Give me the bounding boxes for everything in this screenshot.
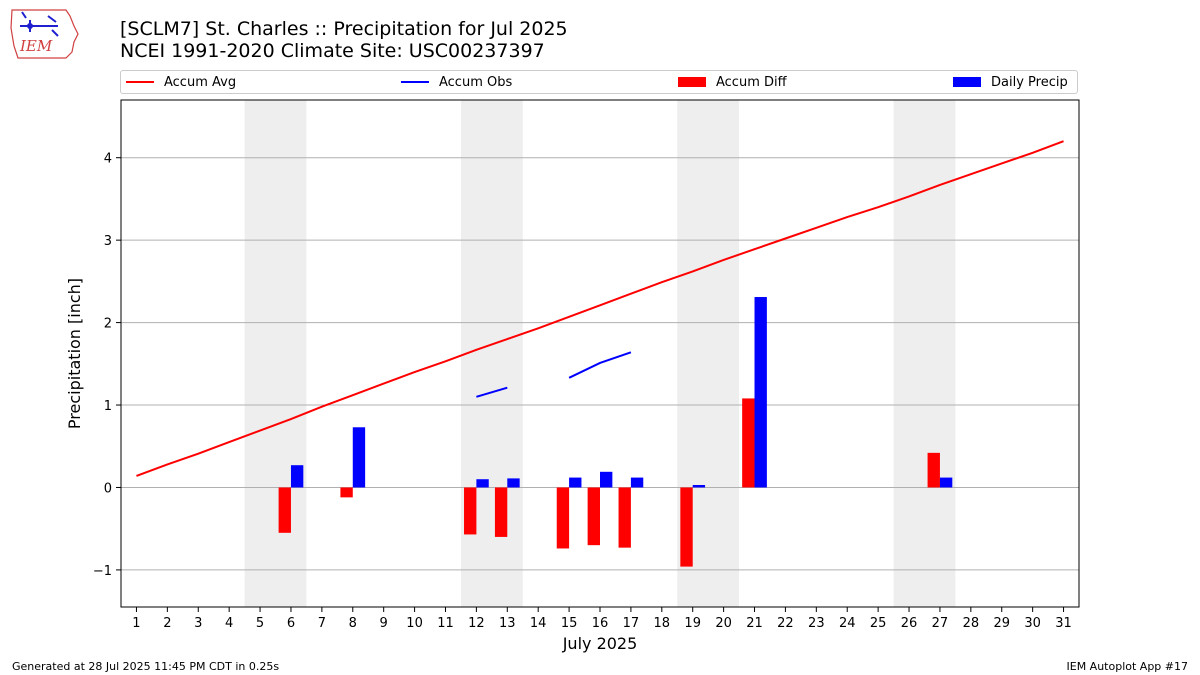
generated-timestamp: Generated at 28 Jul 2025 11:45 PM CDT in… — [12, 660, 280, 673]
bar-accum-diff-day-8 — [340, 487, 353, 498]
legend-swatch-accum-obs — [401, 81, 429, 83]
x-tick-label-11: 11 — [437, 616, 454, 631]
x-tick-label-14: 14 — [530, 616, 547, 631]
x-tick-label-6: 6 — [287, 616, 295, 631]
legend-swatch-accum-avg — [126, 81, 154, 83]
logo-text: IEM — [19, 37, 53, 55]
bar-daily-precip-day-17 — [630, 477, 644, 488]
weekend-band-3 — [893, 100, 956, 607]
bar-accum-diff-day-16 — [587, 487, 600, 546]
x-tick-label-1: 1 — [132, 616, 140, 631]
bar-accum-diff-day-21 — [742, 398, 755, 488]
y-tick-label-2: 2 — [104, 317, 112, 332]
legend-item-accum-avg: Accum Avg — [126, 74, 236, 90]
x-tick-label-9: 9 — [380, 616, 388, 631]
x-tick-label-29: 29 — [993, 616, 1010, 631]
x-tick-label-28: 28 — [963, 616, 980, 631]
x-tick-label-17: 17 — [623, 616, 640, 631]
y-tick-label-3: 3 — [104, 234, 112, 249]
weekend-band-0 — [244, 100, 307, 607]
x-tick-label-15: 15 — [561, 616, 578, 631]
y-axis-label: Precipitation [inch] — [65, 278, 84, 429]
x-tick-label-16: 16 — [592, 616, 609, 631]
x-tick-label-21: 21 — [746, 616, 763, 631]
x-tick-label-20: 20 — [715, 616, 732, 631]
y-tick-label-1: 1 — [104, 399, 112, 414]
bar-accum-diff-day-12 — [464, 487, 477, 535]
bar-accum-diff-day-17 — [618, 487, 631, 548]
x-tick-label-19: 19 — [684, 616, 701, 631]
bar-accum-diff-day-15 — [556, 487, 570, 549]
app-credit: IEM Autoplot App #17 — [1066, 660, 1189, 673]
bar-daily-precip-day-27 — [939, 477, 953, 488]
line-accum-avg — [136, 140, 1064, 477]
line-accum-obs-segment-1 — [568, 351, 632, 379]
x-tick-label-18: 18 — [654, 616, 671, 631]
x-tick-label-3: 3 — [194, 616, 202, 631]
legend-item-daily-precip: Daily Precip — [953, 74, 1068, 90]
chart-subtitle: NCEI 1991-2020 Climate Site: USC00237397 — [120, 40, 545, 62]
legend-item-accum-diff: Accum Diff — [678, 74, 787, 90]
x-tick-label-8: 8 — [349, 616, 357, 631]
y-tick-label-0: 0 — [104, 481, 112, 496]
bar-daily-precip-day-21 — [754, 297, 767, 488]
iem-logo: IEM — [10, 9, 79, 59]
bar-accum-diff-day-13 — [494, 487, 508, 537]
x-axis-label: July 2025 — [562, 634, 638, 653]
legend-item-accum-obs: Accum Obs — [401, 74, 512, 90]
x-tick-label-22: 22 — [777, 616, 794, 631]
bar-daily-precip-day-19 — [692, 484, 706, 488]
legend-label-accum-avg: Accum Avg — [164, 74, 237, 90]
bar-daily-precip-day-12 — [476, 479, 489, 488]
station-dot-icon — [27, 23, 33, 29]
x-tick-label-25: 25 — [870, 616, 887, 631]
x-tick-label-13: 13 — [499, 616, 516, 631]
x-tick-label-10: 10 — [406, 616, 423, 631]
chart-title: [SCLM7] St. Charles :: Precipitation for… — [120, 18, 568, 40]
line-accum-obs-segment-0 — [476, 386, 508, 398]
x-tick-label-24: 24 — [839, 616, 856, 631]
legend-label-accum-diff: Accum Diff — [716, 74, 787, 90]
legend-swatch-daily-precip — [953, 77, 981, 87]
x-tick-label-4: 4 — [225, 616, 233, 631]
x-tick-label-5: 5 — [256, 616, 264, 631]
x-tick-label-27: 27 — [932, 616, 949, 631]
bar-accum-diff-day-27 — [927, 452, 940, 488]
legend-swatch-accum-diff — [678, 77, 706, 87]
bar-daily-precip-day-8 — [352, 427, 366, 488]
y-tick-label-4: 4 — [104, 152, 112, 167]
y-tick-label--1: −1 — [93, 564, 112, 579]
iowa-outline-icon — [10, 9, 79, 59]
legend-label-accum-obs: Accum Obs — [439, 74, 513, 90]
x-tick-label-31: 31 — [1055, 616, 1072, 631]
bar-daily-precip-day-15 — [569, 477, 582, 488]
x-tick-label-12: 12 — [468, 616, 485, 631]
x-tick-label-30: 30 — [1024, 616, 1041, 631]
bar-accum-diff-day-6 — [278, 487, 291, 533]
x-tick-label-2: 2 — [163, 616, 171, 631]
bar-accum-diff-day-19 — [680, 487, 693, 567]
legend-label-daily-precip: Daily Precip — [991, 74, 1068, 90]
x-tick-label-26: 26 — [901, 616, 918, 631]
x-tick-label-23: 23 — [808, 616, 825, 631]
bar-daily-precip-day-13 — [507, 478, 520, 488]
x-tick-label-7: 7 — [318, 616, 326, 631]
chart-legend: Accum Avg Accum Obs Accum Diff Daily Pre… — [120, 70, 1078, 94]
bar-daily-precip-day-6 — [290, 465, 304, 488]
bar-daily-precip-day-16 — [600, 471, 613, 488]
